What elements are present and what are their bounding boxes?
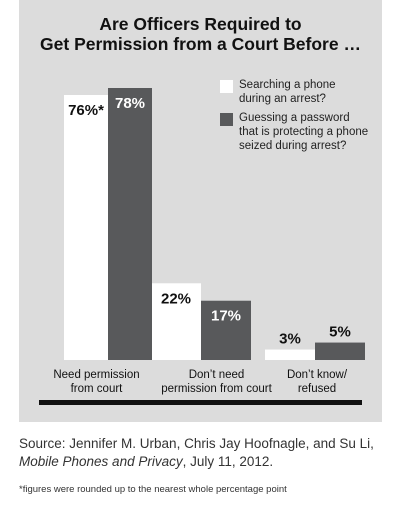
data-label-password-dont-need-permission: 17% bbox=[211, 308, 241, 325]
legend-label-password: Guessing a password that is protecting a… bbox=[239, 111, 379, 153]
legend-label-password-line-3: seized during arrest? bbox=[239, 139, 379, 153]
legend-label-search-line-1: Searching a phone bbox=[239, 78, 379, 92]
bar-search-need-permission bbox=[64, 95, 108, 360]
source-prefix: Source: Jennifer M. Urban, Chris Jay Hoo… bbox=[19, 436, 374, 451]
source-suffix: , July 11, 2012. bbox=[183, 454, 274, 469]
legend-swatch-password bbox=[220, 113, 233, 126]
data-label-password-need-permission: 78% bbox=[115, 95, 145, 112]
data-label-search-dont-know: 3% bbox=[279, 331, 301, 348]
bar-search-dont-know bbox=[265, 350, 315, 360]
category-label-dont-know: Don’t know/ refused bbox=[262, 368, 372, 396]
category-label-dont-know-line-2: refused bbox=[262, 382, 372, 396]
bar-password-dont-know bbox=[315, 343, 365, 360]
bar-chart: 76%* 22% 3% 78% 17% 5% bbox=[19, 0, 382, 422]
legend-label-search-line-2: during an arrest? bbox=[239, 92, 379, 106]
legend-label-password-line-1: Guessing a password bbox=[239, 111, 379, 125]
footnote: *figures were rounded up to the nearest … bbox=[19, 484, 391, 496]
data-label-search-need-permission: 76%* bbox=[68, 102, 104, 119]
category-label-dont-know-line-1: Don’t know/ bbox=[262, 368, 372, 382]
legend-label-password-line-2: that is protecting a phone bbox=[239, 125, 379, 139]
data-label-search-dont-need-permission: 22% bbox=[161, 290, 191, 307]
x-axis-bar bbox=[39, 400, 362, 405]
source-report-title: Mobile Phones and Privacy bbox=[19, 454, 183, 469]
bar-password-need-permission bbox=[108, 88, 152, 360]
legend-swatch-search bbox=[220, 80, 233, 93]
chart-panel: Are Officers Required to Get Permission … bbox=[19, 0, 382, 422]
legend-label-search: Searching a phone during an arrest? bbox=[239, 78, 379, 106]
data-label-password-dont-know: 5% bbox=[329, 324, 351, 341]
source-citation: Source: Jennifer M. Urban, Chris Jay Hoo… bbox=[19, 435, 391, 471]
